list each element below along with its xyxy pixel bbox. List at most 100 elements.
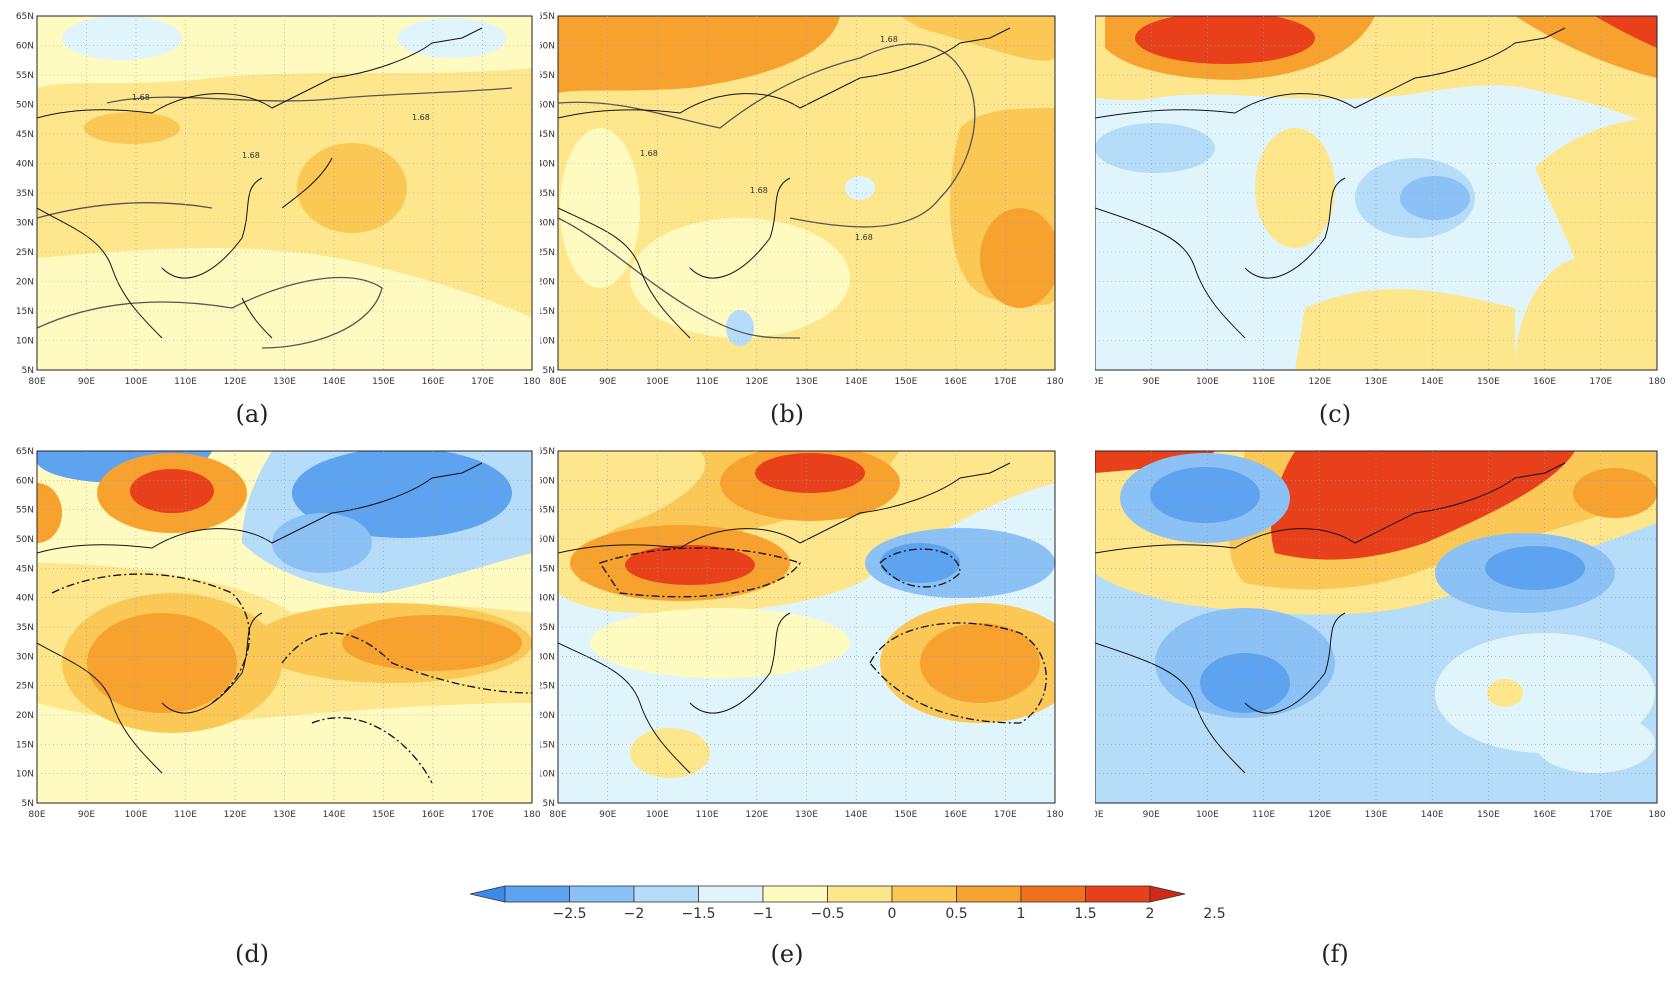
colorbar-segment bbox=[569, 885, 635, 903]
lon-tick-label: 90E bbox=[599, 377, 616, 387]
colorbar-tick-label: −0.5 bbox=[811, 906, 845, 922]
lon-tick-label: 90E bbox=[1143, 377, 1160, 387]
lon-tick-label: 130E bbox=[273, 377, 296, 387]
lat-tick-label: 55N bbox=[540, 506, 555, 516]
lon-tick-label: 130E bbox=[1365, 377, 1388, 387]
map-panel-a: 1.68 1.68 1.68 80E 90E 100E 110E 120E 130E 140… bbox=[12, 8, 542, 400]
significance-contour bbox=[558, 217, 801, 339]
lon-tick-label: 130E bbox=[273, 810, 296, 820]
coastline bbox=[37, 462, 483, 554]
lat-tick-label: 40N bbox=[16, 594, 34, 604]
lat-tick-label: 15N bbox=[16, 307, 34, 317]
field-region bbox=[880, 543, 960, 583]
lat-tick-label: 60N bbox=[16, 42, 34, 52]
lon-tick-label: 160E bbox=[1533, 377, 1556, 387]
lat-tick-label: 65N bbox=[16, 447, 34, 457]
field-region bbox=[272, 513, 372, 573]
coastline bbox=[558, 27, 1011, 119]
lon-tick-label: 150E bbox=[372, 810, 395, 820]
field-region bbox=[84, 112, 180, 144]
lon-tick-label: 80E bbox=[549, 377, 566, 387]
colorbar-tick-label: −2.5 bbox=[553, 906, 587, 922]
lat-tick-label: 60N bbox=[540, 476, 555, 486]
lon-tick-label: 120E bbox=[224, 377, 247, 387]
lat-tick-label: 55N bbox=[540, 71, 555, 81]
lon-tick-label: 130E bbox=[795, 377, 818, 387]
coastline bbox=[1095, 177, 1346, 339]
field-region bbox=[900, 16, 1055, 61]
field-region bbox=[1200, 653, 1290, 713]
lon-tick-label: 100E bbox=[125, 810, 148, 820]
lat-tick-label: 10N bbox=[16, 770, 34, 780]
lon-tick-label: 120E bbox=[1308, 810, 1331, 820]
lon-tick-label: 130E bbox=[795, 810, 818, 820]
contour-label: 1.68 bbox=[412, 113, 430, 122]
lon-tick-label: 110E bbox=[1252, 377, 1275, 387]
field-region bbox=[625, 545, 755, 585]
field-region bbox=[1150, 467, 1260, 523]
lon-tick-label: 110E bbox=[174, 377, 197, 387]
lat-tick-label: 30N bbox=[540, 652, 555, 662]
lat-tick-label: 40N bbox=[540, 160, 555, 170]
colorbar-tick-label: −1 bbox=[753, 906, 774, 922]
lat-tick-label: 35N bbox=[540, 623, 555, 633]
lat-tick-label: 55N bbox=[16, 506, 34, 516]
map-b-svg: 1.68 1.68 1.68 1.68 80E 90E 100E 110E 120E 13… bbox=[540, 12, 1064, 387]
lat-tick-label: 5N bbox=[543, 366, 555, 376]
lat-tick-label: 50N bbox=[540, 101, 555, 111]
lat-tick-label: 65N bbox=[16, 12, 34, 22]
lat-tick-label: 20N bbox=[16, 711, 34, 721]
colorbar-segment bbox=[1020, 885, 1086, 903]
gridlines bbox=[1095, 451, 1657, 803]
field-region bbox=[845, 176, 875, 200]
field-region bbox=[560, 128, 640, 288]
lon-tick-label: 110E bbox=[696, 377, 719, 387]
map-panel-e: 80E 90E 100E 110E 120E 130E 140E 150E 160E 170E 18… bbox=[540, 443, 1070, 833]
lon-tick-labels: 80E 90E 100E 110E 120E 130E 140E 150E 160E 170E 18… bbox=[28, 377, 540, 387]
lon-tick-label: 140E bbox=[1421, 810, 1444, 820]
coastline bbox=[37, 177, 263, 339]
lon-tick-label: 170E bbox=[471, 377, 494, 387]
lon-tick-label: 160E bbox=[422, 810, 445, 820]
lat-tick-label: 35N bbox=[540, 189, 555, 199]
lat-tick-label: 20N bbox=[540, 278, 555, 288]
coastline bbox=[1095, 612, 1346, 774]
lat-tick-label: 60N bbox=[16, 476, 34, 486]
lon-tick-label: 100E bbox=[125, 377, 148, 387]
lat-tick-labels: 65N 60N 55N 50N 45N 40N 35N 30N 25N 20N 15N 10N 5N bbox=[16, 12, 34, 376]
lat-tick-labels: 65N 60N 55N 50N 45N 40N 35N 30N 25N 20N 15N 10N 5N bbox=[540, 447, 555, 809]
panel-caption-d: (d) bbox=[234, 940, 270, 968]
lon-tick-label: 140E bbox=[845, 377, 868, 387]
field-region bbox=[1515, 16, 1657, 78]
colorbar-svg: −2.5 −2 −1.5 −1 −0.5 0 0.5 1 1.5 2 2.5 bbox=[469, 885, 1226, 922]
lat-tick-label: 15N bbox=[540, 307, 555, 317]
colorbar-tick-label: 2.5 bbox=[1203, 906, 1225, 922]
field-region bbox=[37, 483, 62, 543]
lon-tick-label: 80E bbox=[1095, 810, 1104, 820]
colorbar-segment bbox=[762, 885, 828, 903]
lat-tick-label: 25N bbox=[16, 248, 34, 258]
lon-tick-label: 100E bbox=[1196, 377, 1219, 387]
coastline bbox=[558, 612, 791, 774]
lon-tick-label: 180 bbox=[523, 810, 540, 820]
gridlines bbox=[1095, 16, 1657, 370]
lon-tick-label: 160E bbox=[944, 810, 967, 820]
lat-tick-label: 10N bbox=[540, 770, 555, 780]
field-region bbox=[630, 218, 850, 338]
gridlines bbox=[37, 16, 532, 370]
lat-tick-label: 45N bbox=[16, 564, 34, 574]
lat-tick-label: 35N bbox=[16, 189, 34, 199]
field-region bbox=[590, 608, 850, 678]
field-region bbox=[980, 208, 1055, 308]
contour-label: 1.68 bbox=[132, 93, 150, 102]
coastline bbox=[1095, 462, 1566, 554]
colorbar: −2.5 −2 −1.5 −1 −0.5 0 0.5 1 1.5 2 2.5 bbox=[469, 882, 1230, 932]
field-region bbox=[920, 623, 1040, 703]
lon-tick-label: 120E bbox=[224, 810, 247, 820]
colorbar-tick-label: −1.5 bbox=[682, 906, 716, 922]
field-region bbox=[87, 613, 237, 713]
lon-tick-label: 80E bbox=[28, 377, 45, 387]
contour-label: 1.68 bbox=[855, 233, 873, 242]
lon-tick-label: 90E bbox=[78, 377, 95, 387]
lat-tick-label: 40N bbox=[16, 160, 34, 170]
